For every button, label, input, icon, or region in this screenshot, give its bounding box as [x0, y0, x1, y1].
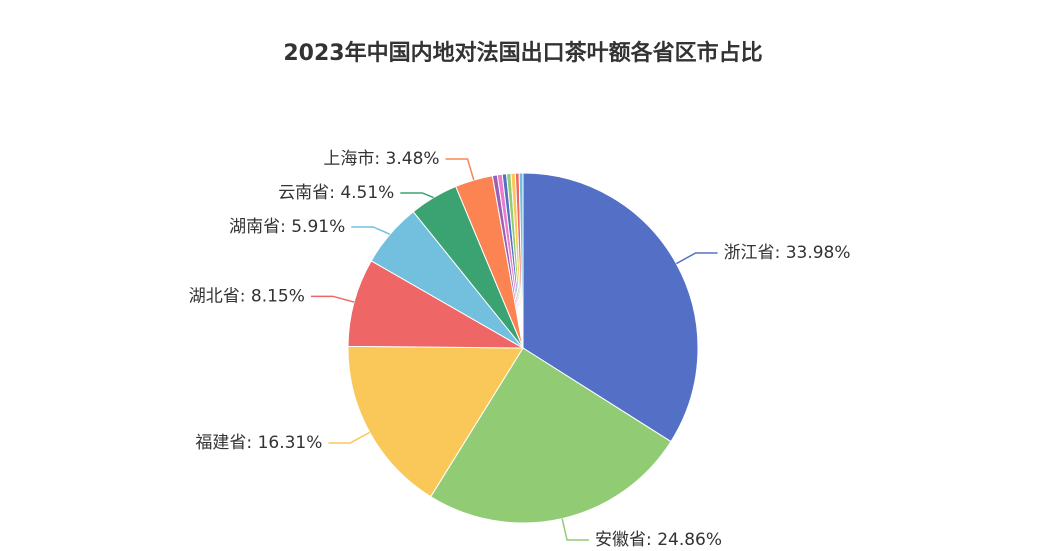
slice-label: 湖南省: 5.91%	[229, 217, 345, 237]
slice-label: 云南省: 4.51%	[278, 183, 394, 203]
slice-label: 浙江省: 33.98%	[724, 243, 851, 263]
slice-name: 云南省	[278, 183, 329, 203]
label-line	[675, 252, 718, 265]
pie-slice	[518, 172, 524, 349]
pie-slice	[430, 347, 672, 524]
slice-value: 5.91%	[291, 217, 345, 237]
label-separator: :	[240, 286, 251, 306]
slice-value: 8.15%	[251, 286, 305, 306]
pie-slice	[347, 260, 525, 349]
slice-value: 16.31%	[258, 433, 323, 453]
label-separator: :	[374, 149, 385, 169]
label-line	[328, 431, 371, 444]
slice-name: 浙江省	[724, 243, 775, 263]
slice-value: 4.51%	[340, 183, 394, 203]
slice-value: 24.86%	[657, 530, 722, 550]
label-line	[351, 226, 391, 235]
slice-value: 33.98%	[786, 243, 851, 263]
label-separator: :	[280, 217, 291, 237]
slice-label: 上海市: 3.48%	[323, 149, 439, 169]
slice-label: 福建省: 16.31%	[195, 433, 322, 453]
label-line	[561, 518, 590, 541]
slice-name: 湖南省	[229, 217, 280, 237]
slice-name: 安徽省	[595, 530, 646, 550]
slice-label: 安徽省: 24.86%	[595, 530, 722, 550]
label-line	[445, 158, 475, 181]
pie-slice	[347, 345, 524, 498]
label-line	[400, 192, 434, 199]
chart-title: 2023年中国内地对法国出口茶叶额各省区市占比	[283, 40, 762, 66]
slice-name: 湖北省	[189, 286, 240, 306]
slice-value: 3.48%	[386, 149, 440, 169]
slice-name: 福建省	[195, 433, 246, 453]
label-line	[310, 295, 355, 303]
label-separator: :	[775, 243, 786, 263]
label-separator: :	[246, 433, 257, 453]
label-separator: :	[646, 530, 657, 550]
slice-label: 湖北省: 8.15%	[189, 286, 305, 306]
pie-slice	[522, 172, 699, 443]
label-separator: :	[329, 183, 340, 203]
slice-name: 上海市	[323, 149, 374, 169]
